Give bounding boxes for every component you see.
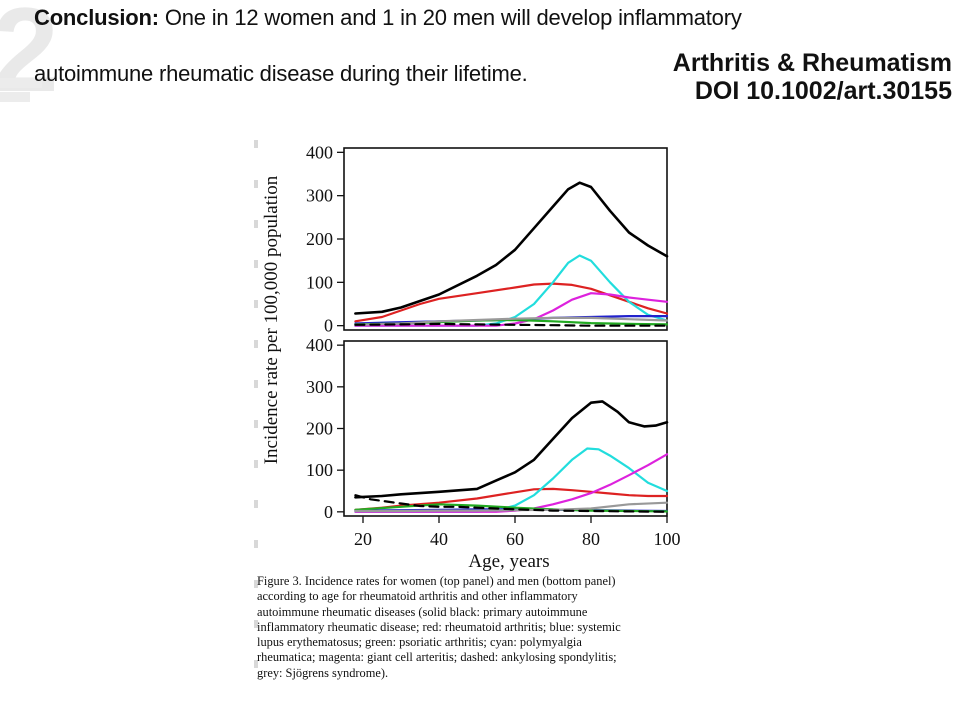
plot-frame: [343, 147, 668, 331]
plot-frame: [343, 340, 668, 517]
y-tick-label: 0: [324, 502, 333, 522]
series-line: [354, 501, 669, 513]
x-tick-label: 20: [354, 529, 372, 549]
figure-caption: Figure 3. Incidence rates for women (top…: [257, 574, 621, 680]
series-line: [354, 316, 669, 326]
journal-name: Arthritis & Rheumatism: [672, 49, 952, 77]
decorative-bar: [0, 78, 42, 88]
y-tick-label: 400: [306, 335, 333, 355]
x-axis-label: Age, years: [468, 551, 549, 572]
y-tick-label: 300: [306, 186, 333, 206]
x-tick-label: 40: [430, 529, 448, 549]
journal-citation: Arthritis & Rheumatism DOI 10.1002/art.3…: [673, 49, 952, 105]
series-line: [354, 322, 669, 327]
y-axis-label: Incidence rate per 100,000 population: [261, 175, 282, 464]
conclusion-line-1: Conclusion: One in 12 women and 1 in 20 …: [34, 5, 742, 31]
journal-doi: DOI 10.1002/art.30155: [694, 77, 952, 105]
series-line: [354, 181, 669, 315]
series-line: [354, 494, 669, 513]
conclusion-line-2: autoimmune rheumatic disease during thei…: [34, 61, 528, 86]
conclusion-text-1: One in 12 women and 1 in 20 men will dev…: [158, 5, 742, 30]
x-axis: 20 40 60 80 100: [354, 516, 681, 549]
y-tick-label: 0: [324, 316, 333, 336]
y-tick-label: 200: [306, 229, 333, 249]
conclusion-label: Conclusion:: [34, 5, 159, 30]
y-tick-label: 200: [306, 419, 333, 439]
x-tick-label: 60: [506, 529, 524, 549]
men-panel: 0 100 200 300 400: [306, 335, 669, 522]
y-tick-label: 100: [306, 272, 333, 292]
y-tick-label: 400: [306, 142, 333, 162]
women-panel: 0 100 200 300 400: [306, 142, 669, 336]
y-tick-label: 300: [306, 377, 333, 397]
series-line: [354, 254, 669, 327]
x-tick-label: 80: [582, 529, 600, 549]
series-line: [354, 282, 669, 323]
x-tick-label: 100: [654, 529, 681, 549]
series-line: [354, 400, 669, 499]
y-tick-label: 100: [306, 460, 333, 480]
page-edge-marks: [254, 140, 258, 700]
decorative-bar: [0, 92, 30, 102]
background-watermark-glyph: 2: [0, 0, 59, 117]
